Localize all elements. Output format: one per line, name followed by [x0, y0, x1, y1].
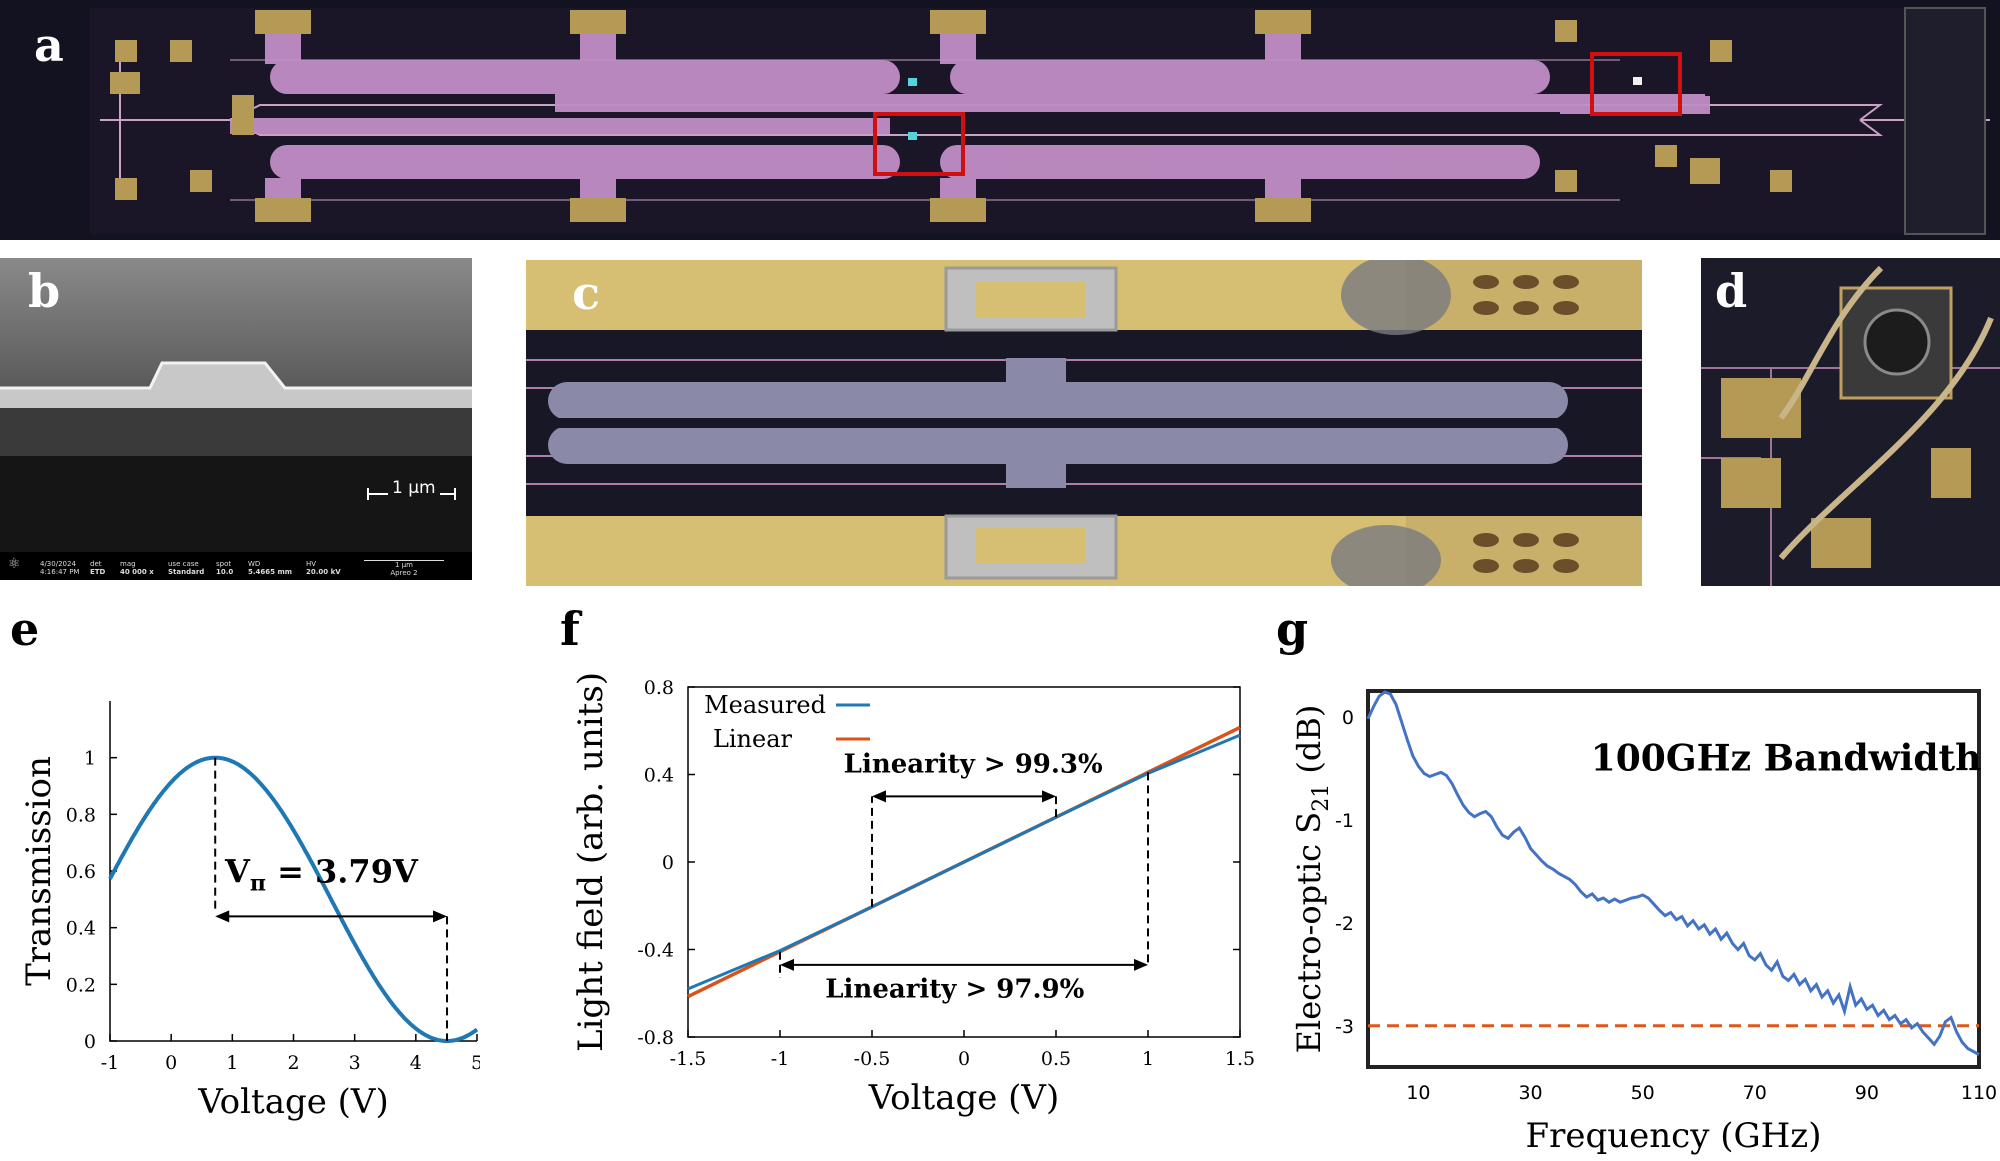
sem-brand: Apreo 2	[390, 569, 418, 577]
annot1-text: Linearity > 99.3%	[844, 749, 1103, 779]
x-tick-label: 10	[1406, 1082, 1430, 1104]
x-tick-label: 0	[165, 1052, 177, 1074]
chart-f-light-field: -1.5 -1 -0.5 0 0.5 1 1.5 -0.8 -0.4 0 0.4 0.8 Voltage…	[571, 672, 1255, 1118]
y-axis-label: Light field (arb. units)	[571, 672, 611, 1052]
y-tick-label: -2	[1335, 913, 1354, 935]
panel-d-wirebond-micrograph: d	[1701, 258, 2000, 586]
x-tick-label: 0.5	[1041, 1048, 1071, 1070]
axes-frame	[1366, 689, 1981, 1069]
panel-label-g: g	[1276, 602, 1309, 656]
sem-hv-value: 20.00 kV	[306, 568, 341, 576]
transmission-curve	[108, 755, 479, 1043]
sem-wd-label: WD	[248, 560, 261, 568]
scale-bar-label: 1 μm	[388, 478, 440, 498]
x-axis-label: Voltage (V)	[868, 1078, 1060, 1118]
y-tick-label: 0.8	[644, 677, 674, 699]
x-tick-label: 4	[410, 1052, 422, 1074]
sem-time: 4:16:47 PM	[40, 568, 80, 576]
y-tick-label: 0.2	[66, 974, 96, 996]
x-tick-label: 70	[1743, 1082, 1767, 1104]
panel-a-chip-micrograph: a	[0, 0, 2000, 240]
y-tick-label: 0	[662, 852, 674, 874]
x-axis-label: Voltage (V)	[197, 1082, 389, 1122]
panel-label-f: f	[560, 602, 580, 656]
x-tick-label: -1.5	[670, 1048, 707, 1070]
legend-linear-label: Linear	[713, 725, 793, 753]
y-tick-label: -0.8	[637, 1027, 674, 1049]
x-tick-label: -0.5	[854, 1048, 891, 1070]
sem-wd-value: 5.4665 mm	[248, 568, 293, 576]
sem-mag-value: 40 000 x	[120, 568, 154, 576]
s21-curve	[1366, 690, 1980, 1056]
annot1-arrowhead-right	[1042, 790, 1056, 803]
annot1-arrowhead-left	[872, 790, 886, 803]
x-tick-label: -1	[101, 1052, 120, 1074]
y-tick-label: 0.4	[644, 765, 674, 787]
x-tick-label: 1.5	[1225, 1048, 1255, 1070]
vpi-arrowhead-left	[215, 910, 230, 923]
x-tick-label: 1	[1142, 1048, 1154, 1070]
sem-hv-label: HV	[306, 560, 317, 568]
y-axis-label: Electro-optic S21 (dB)	[1290, 705, 1334, 1054]
y-tick-label: 0.8	[66, 804, 96, 826]
x-tick-label: 0	[958, 1048, 970, 1070]
sem-usecase-label: use case	[168, 560, 199, 568]
x-tick-label: 2	[287, 1052, 299, 1074]
x-axis-label: Frequency (GHz)	[1526, 1116, 1822, 1156]
y-tick-label: 0	[84, 1031, 96, 1053]
sem-usecase-value: Standard	[168, 568, 205, 576]
chart-g-s21: 10 30 50 70 90 110 0 -1 -2 -3 Frequency (GHz) Elect…	[1290, 689, 1997, 1156]
y-tick-label: 0	[1342, 707, 1354, 729]
y-tick-label: 0.6	[66, 861, 96, 883]
sem-det-value: ETD	[90, 568, 106, 576]
sem-det-label: det	[90, 560, 102, 568]
x-tick-label: 5	[471, 1052, 480, 1074]
sem-date: 4/30/2024	[40, 560, 76, 568]
annot2-text: Linearity > 97.9%	[825, 975, 1084, 1005]
y-tick-label: 1	[84, 748, 96, 770]
sem-cross-section-graphic	[0, 258, 472, 580]
sem-spot-label: spot	[216, 560, 232, 568]
annot2-arrowhead-left	[780, 958, 794, 971]
x-tick-label: -1	[771, 1048, 790, 1070]
y-tick-label: -0.4	[637, 940, 674, 962]
sem-info-bar: ⚛ 4/30/2024 4:16:47 PM det ETD mag 40 00…	[0, 556, 472, 580]
x-tick-label: 3	[349, 1052, 361, 1074]
modulator-graphic	[526, 260, 1642, 586]
sem-scale-value: 1 μm	[395, 561, 413, 569]
y-tick-label: 0.4	[66, 918, 96, 940]
x-tick-label: 50	[1631, 1082, 1655, 1104]
panel-label-a: a	[34, 18, 64, 72]
sem-mag-label: mag	[120, 560, 136, 568]
bandwidth-annotation: 100GHz Bandwidth	[1591, 737, 1982, 779]
y-axis-label: Transmission	[19, 756, 59, 986]
vpi-annotation: Vπ = 3.79V	[224, 852, 419, 896]
sem-spot-value: 10.0	[216, 568, 234, 576]
x-tick-label: 110	[1961, 1082, 1997, 1104]
wirebond-graphic	[1701, 258, 2000, 586]
panel-label-e: e	[10, 602, 40, 656]
legend-measured-label: Measured	[704, 691, 826, 719]
panel-b-sem-image: 1 μm ⚛ 4/30/2024 4:16:47 PM det ETD mag …	[0, 258, 472, 580]
panel-label-c: c	[572, 266, 601, 320]
panel-label-d: d	[1715, 264, 1748, 318]
panel-label-b: b	[28, 264, 61, 318]
sem-logo-icon: ⚛	[8, 556, 21, 572]
x-tick-label: 30	[1518, 1082, 1542, 1104]
vpi-arrowhead-right	[433, 910, 448, 923]
y-tick-label: -1	[1335, 810, 1354, 832]
annot2-arrowhead-right	[1134, 958, 1148, 971]
chip-layout-graphic	[0, 0, 2000, 240]
x-tick-label: 90	[1855, 1082, 1879, 1104]
y-tick-label: -3	[1335, 1016, 1354, 1038]
panel-c-modulator-micrograph: c	[526, 260, 1642, 586]
x-tick-label: 1	[226, 1052, 238, 1074]
